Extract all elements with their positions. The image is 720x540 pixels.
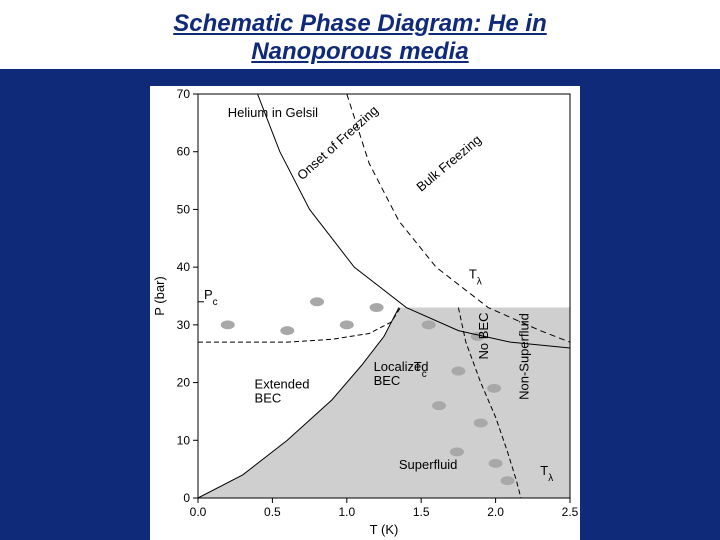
svg-text:Superfluid: Superfluid [399,457,458,472]
phase-diagram: 0.0 0.5 1.0 1.5 2.0 2.5 T (K) 0 10 20 30 40 50 60 70 P … [150,86,580,540]
svg-text:T (K): T (K) [370,522,399,537]
slide-title: Schematic Phase Diagram: He in Nanoporou… [0,10,720,65]
svg-text:P (bar): P (bar) [152,276,167,316]
svg-text:2.5: 2.5 [562,505,579,519]
svg-text:0.0: 0.0 [190,505,207,519]
svg-text:0.5: 0.5 [264,505,281,519]
svg-text:BEC: BEC [255,390,282,405]
svg-text:1.5: 1.5 [413,505,430,519]
svg-text:20: 20 [177,376,191,390]
svg-text:70: 70 [177,87,191,101]
svg-text:Pc: Pc [204,287,218,308]
phase-diagram-svg: 0.0 0.5 1.0 1.5 2.0 2.5 T (K) 0 10 20 30 40 50 60 70 P … [150,86,580,540]
svg-text:10: 10 [177,433,191,447]
svg-text:1.0: 1.0 [338,505,355,519]
svg-text:Helium in Gelsil: Helium in Gelsil [228,105,318,120]
svg-text:30: 30 [177,318,191,332]
svg-text:0: 0 [183,491,190,505]
svg-text:50: 50 [177,202,191,216]
svg-text:40: 40 [177,260,191,274]
svg-text:Non-Superfluid: Non-Superfluid [516,313,531,400]
svg-text:Bulk Freezing: Bulk Freezing [413,132,484,195]
slide: Schematic Phase Diagram: He in Nanoporou… [0,0,720,540]
svg-text:Tλ: Tλ [469,267,482,288]
svg-text:60: 60 [177,145,191,159]
title-wrap: Schematic Phase Diagram: He in Nanoporou… [0,0,720,69]
svg-text:2.0: 2.0 [487,505,504,519]
svg-text:BEC: BEC [374,373,401,388]
svg-text:Extended: Extended [255,376,310,391]
svg-text:No BEC: No BEC [476,313,491,360]
title-rule [16,78,704,80]
